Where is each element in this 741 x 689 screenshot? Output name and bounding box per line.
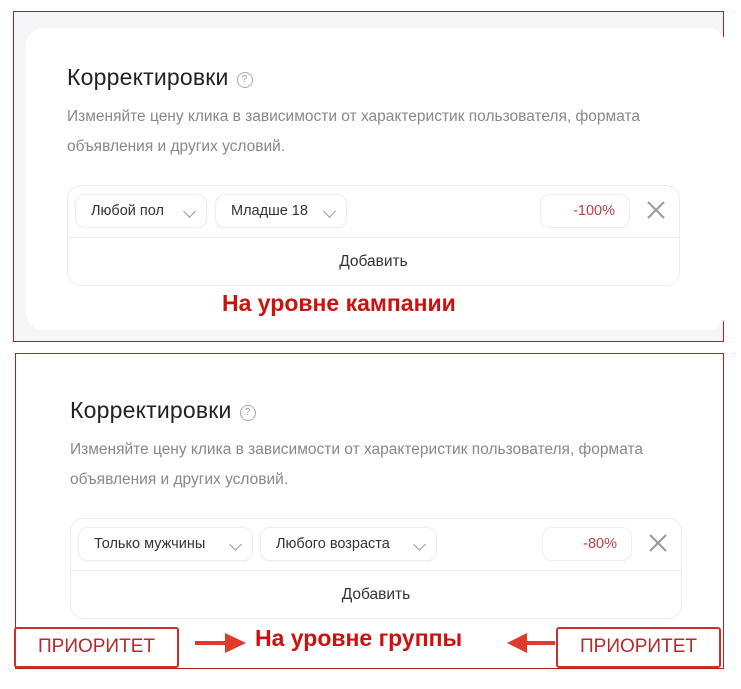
help-icon[interactable]: ?: [239, 405, 256, 421]
adjustment-row: Только мужчины Любого возраста -80%: [71, 519, 681, 571]
age-value: Младше 18: [231, 203, 308, 219]
add-button[interactable]: Добавить: [341, 586, 411, 603]
close-icon[interactable]: [645, 199, 667, 221]
campaign-description: Изменяйте цену клика в зависимости от ха…: [67, 108, 641, 155]
campaign-adjustments-table: Любой пол Младше 18 -100% Добавить: [67, 185, 680, 286]
close-icon[interactable]: [647, 532, 669, 554]
group-title: Корректировки?: [70, 397, 256, 424]
campaign-level-caption: На уровне кампании: [222, 290, 456, 316]
arrow-left-icon: [507, 633, 555, 653]
gender-select[interactable]: Только мужчины: [78, 527, 253, 561]
age-select[interactable]: Любого возраста: [260, 527, 437, 561]
priority-label-right: ПРИОРИТЕТ: [556, 627, 721, 668]
chevron-down-icon: [229, 538, 242, 551]
priority-label-left: ПРИОРИТЕТ: [14, 627, 179, 668]
add-button[interactable]: Добавить: [339, 253, 408, 270]
title-text: Корректировки: [70, 397, 232, 423]
adjustment-row: Любой пол Младше 18 -100%: [68, 186, 679, 238]
campaign-title: Корректировки?: [67, 64, 253, 91]
group-level-caption: На уровне группы: [255, 625, 463, 651]
group-description: Изменяйте цену клика в зависимости от ха…: [70, 441, 644, 488]
gender-value: Любой пол: [91, 203, 164, 219]
group-adjustments-table: Только мужчины Любого возраста -80% Доба…: [70, 518, 682, 619]
chevron-down-icon: [183, 205, 196, 218]
title-text: Корректировки: [67, 64, 229, 90]
age-select[interactable]: Младше 18: [215, 194, 347, 228]
help-icon[interactable]: ?: [236, 72, 253, 88]
chevron-down-icon: [413, 538, 426, 551]
arrow-right-icon: [195, 633, 246, 653]
age-value: Любого возраста: [276, 536, 390, 552]
gender-value: Только мужчины: [94, 536, 206, 552]
gender-select[interactable]: Любой пол: [75, 194, 207, 228]
adjustment-value-input[interactable]: -80%: [542, 527, 632, 561]
adjustment-value-input[interactable]: -100%: [540, 194, 630, 228]
chevron-down-icon: [323, 205, 336, 218]
